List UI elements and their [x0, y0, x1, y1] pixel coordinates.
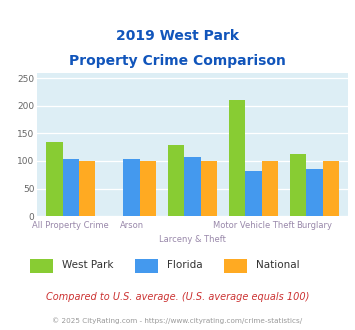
Bar [201, 161, 217, 216]
Text: 2019 West Park: 2019 West Park [116, 29, 239, 43]
Bar [229, 100, 245, 216]
Bar [140, 161, 156, 216]
Text: Arson: Arson [120, 221, 144, 230]
Text: All Property Crime: All Property Crime [32, 221, 109, 230]
Text: © 2025 CityRating.com - https://www.cityrating.com/crime-statistics/: © 2025 CityRating.com - https://www.city… [53, 317, 302, 324]
Bar [184, 156, 201, 216]
Text: West Park: West Park [62, 260, 114, 270]
Bar [79, 161, 95, 216]
Text: Larceny & Theft: Larceny & Theft [159, 235, 226, 244]
Bar [262, 161, 278, 216]
Bar [62, 159, 79, 216]
Text: Florida: Florida [167, 260, 202, 270]
Bar [168, 146, 184, 216]
Bar [290, 154, 306, 216]
Bar [46, 142, 62, 216]
Bar [306, 169, 323, 216]
Text: Compared to U.S. average. (U.S. average equals 100): Compared to U.S. average. (U.S. average … [46, 292, 309, 302]
Bar [323, 161, 339, 216]
Text: Property Crime Comparison: Property Crime Comparison [69, 54, 286, 68]
Text: National: National [256, 260, 299, 270]
Text: Motor Vehicle Theft: Motor Vehicle Theft [213, 221, 294, 230]
Text: Burglary: Burglary [296, 221, 332, 230]
Bar [245, 171, 262, 216]
Bar [124, 159, 140, 216]
